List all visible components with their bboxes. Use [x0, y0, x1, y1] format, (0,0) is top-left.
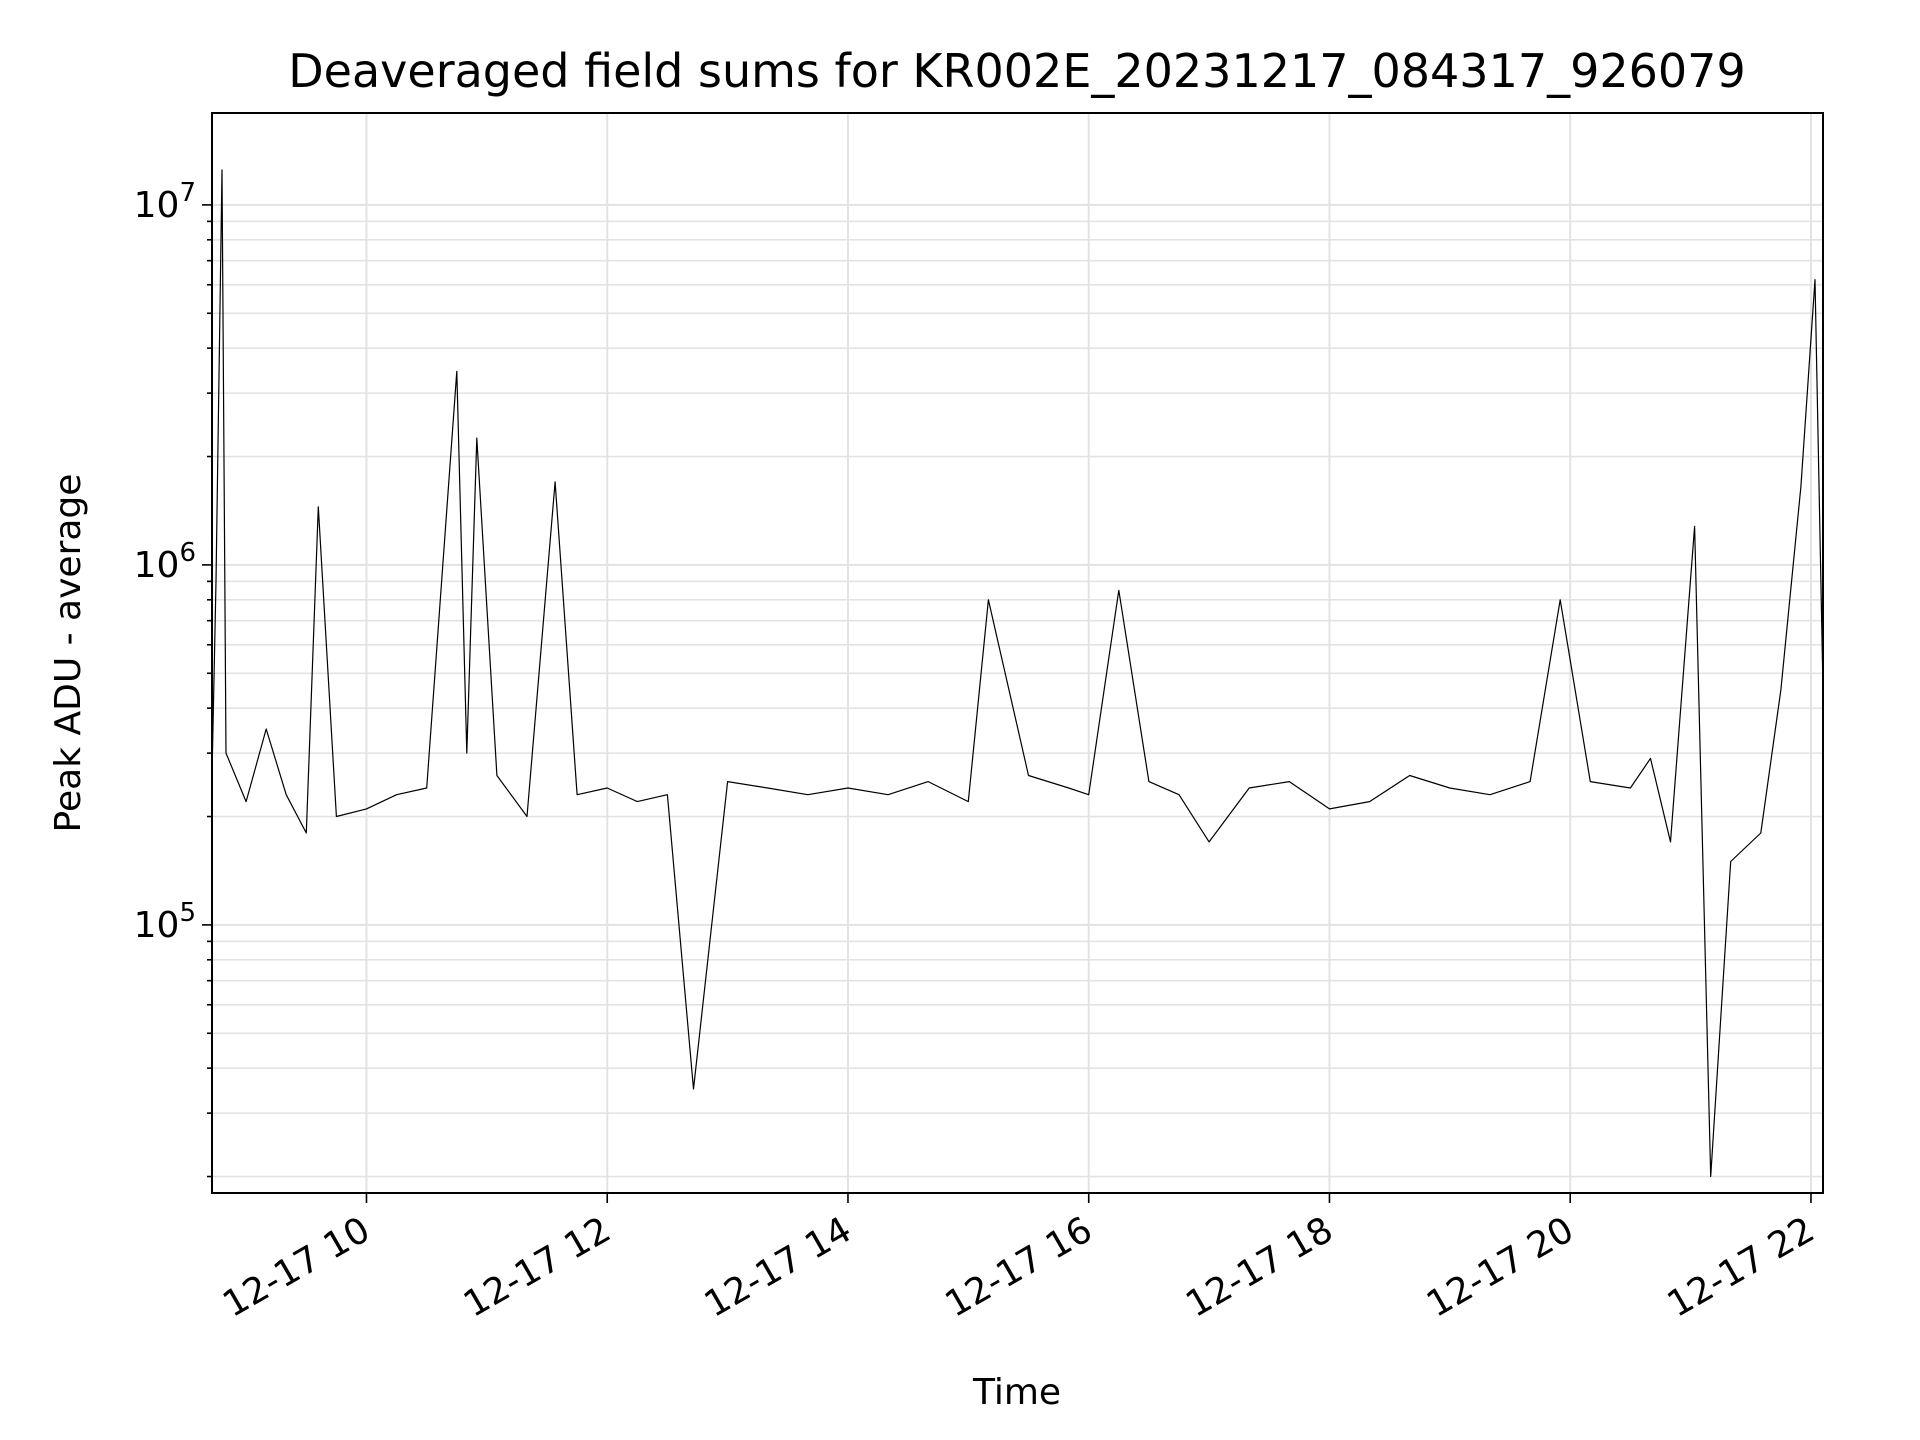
- y-tick-exponent: 7: [179, 178, 196, 208]
- plot-frame: [211, 112, 1824, 1194]
- y-tick-exponent: 5: [179, 898, 196, 928]
- gridlines: [212, 113, 1823, 1193]
- y-tick-label: 106: [134, 538, 196, 586]
- y-tick-label: 107: [134, 178, 196, 226]
- ticks: [202, 204, 1812, 1203]
- plot-area: [211, 169, 1824, 1178]
- y-tick-base: 10: [134, 185, 180, 226]
- chart-title: Deaveraged field sums for KR002E_2023121…: [288, 44, 1745, 98]
- y-tick-exponent: 6: [179, 538, 196, 568]
- y-tick-label: 105: [134, 898, 196, 946]
- y-tick-base: 10: [134, 905, 180, 946]
- series-line: [211, 169, 1824, 1178]
- y-axis-label: Peak ADU - average: [48, 474, 89, 833]
- x-axis-label: Time: [972, 1372, 1061, 1413]
- y-tick-base: 10: [134, 545, 180, 586]
